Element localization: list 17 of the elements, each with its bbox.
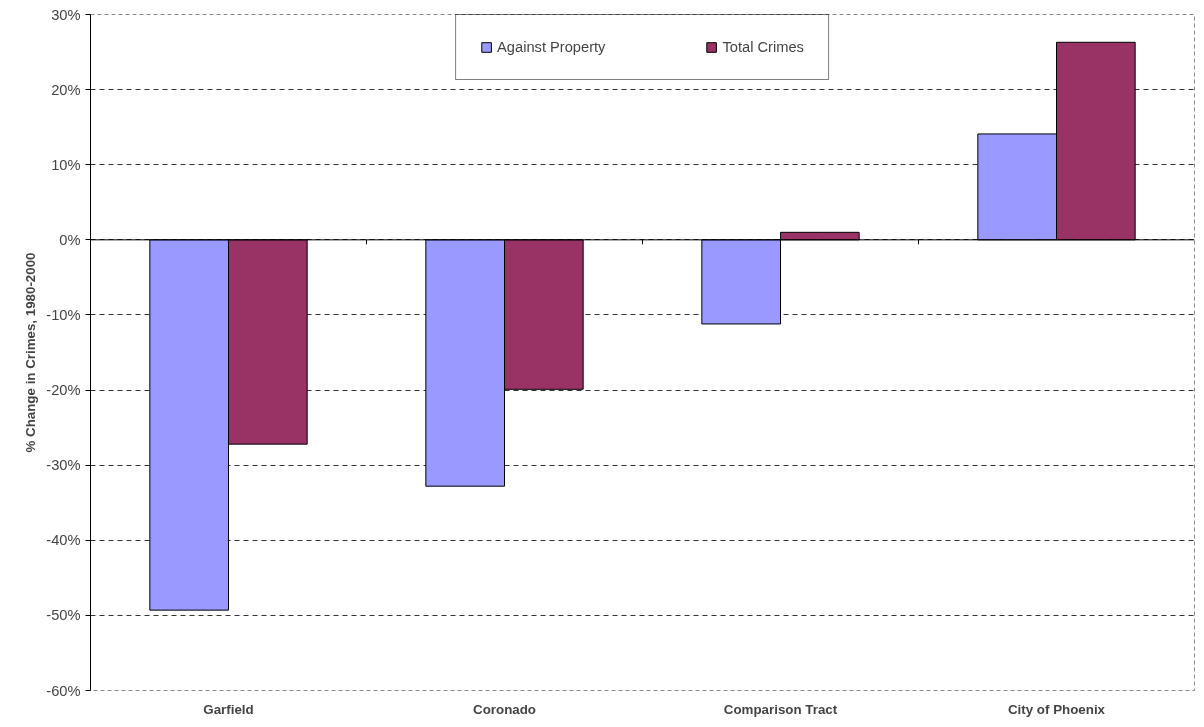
y-tick-label: -60% (46, 682, 81, 699)
y-tick-label: -20% (46, 382, 81, 399)
y-tick-label: 10% (51, 156, 81, 173)
x-tick-label: Coronado (473, 701, 536, 717)
y-tick-label: 30% (51, 6, 81, 23)
y-tick-label: -50% (46, 607, 81, 624)
legend-label: Total Crimes (722, 39, 804, 55)
y-tick-label: 20% (51, 81, 81, 98)
y-tick-label: -10% (46, 306, 81, 323)
y-tick-label: -30% (46, 457, 81, 474)
x-tick-label: City of Phoenix (1008, 701, 1106, 717)
y-tick-label: -40% (46, 532, 81, 549)
y-tick-label: 0% (59, 231, 81, 248)
y-axis-title: % Change in Crimes, 1980-2000 (23, 252, 39, 453)
legend-label: Against Property (497, 39, 606, 55)
x-tick-label: Comparison Tract (723, 701, 838, 717)
x-tick-label: Garfield (203, 701, 254, 717)
